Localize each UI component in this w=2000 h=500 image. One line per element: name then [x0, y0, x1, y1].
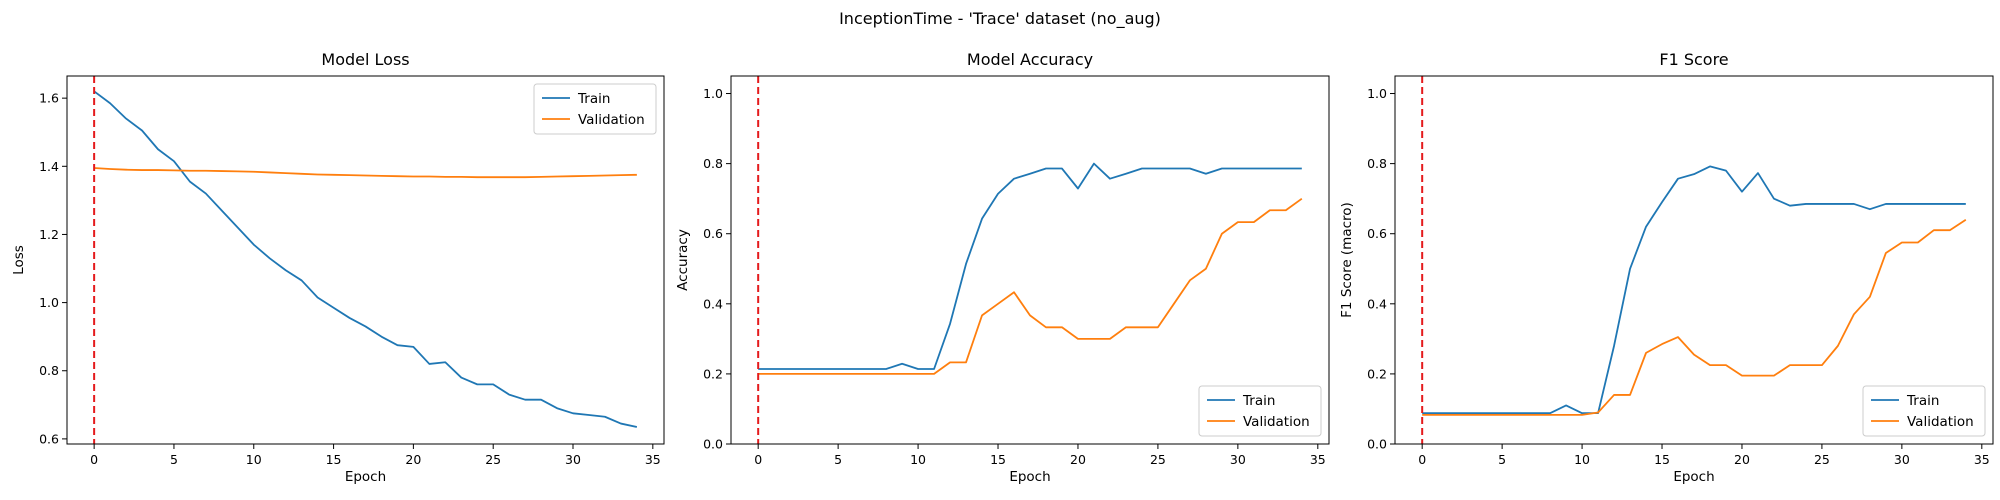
loss-ytick-label: 0.6 — [39, 431, 59, 446]
loss-xtick-label: 30 — [565, 452, 581, 467]
loss-legend-box — [533, 83, 657, 135]
accuracy-train-line — [758, 162, 1302, 370]
loss-legend-validation-label: Validation — [578, 112, 645, 128]
accuracy-xtick-label: 10 — [910, 452, 926, 467]
loss-xtick-label: 0 — [90, 452, 98, 467]
f1-ytick-label: 0.0 — [1367, 437, 1387, 452]
accuracy-xtick-label: 20 — [1070, 452, 1086, 467]
panel-accuracy: Model Accuracy 0 5 10 15 20 25 30 35 0.0 0.2 0.4 0.6… — [675, 50, 1330, 485]
accuracy-legend-validation-label: Validation — [1243, 414, 1310, 430]
accuracy-title: Model Accuracy — [967, 50, 1093, 69]
loss-xlabel: Epoch — [345, 469, 386, 485]
f1-xlabel: Epoch — [1673, 469, 1714, 485]
f1-ylabel: F1 Score (macro) — [1339, 202, 1355, 318]
f1-legend-box — [1862, 385, 1986, 437]
loss-validation-line — [94, 167, 637, 179]
loss-xtick-label: 20 — [405, 452, 421, 467]
accuracy-axes-frame — [730, 75, 1330, 445]
accuracy-legend-box — [1198, 385, 1322, 437]
panel-loss: Model Loss 0 5 10 15 20 25 30 35 0.6 0.8 1.0 1.2 1.4 1… — [11, 50, 665, 485]
loss-xtick-label: 35 — [645, 452, 661, 467]
accuracy-ylabel: Accuracy — [675, 229, 691, 291]
f1-ytick-label: 0.8 — [1367, 156, 1387, 171]
figure-suptitle: InceptionTime - 'Trace' dataset (no_aug) — [839, 9, 1161, 29]
f1-ytick-label: 0.6 — [1367, 226, 1387, 241]
accuracy-xtick-label: 30 — [1230, 452, 1246, 467]
accuracy-ytick-label: 0.6 — [703, 226, 723, 241]
f1-xtick-label: 35 — [1974, 452, 1990, 467]
f1-plot-area — [1395, 76, 1993, 444]
f1-legend-train-label: Train — [1906, 393, 1939, 409]
loss-xtick-label: 10 — [246, 452, 262, 467]
accuracy-legend: Train Validation — [1198, 385, 1322, 437]
loss-ytick-label: 0.8 — [39, 363, 59, 378]
loss-xtick-label: 5 — [170, 452, 178, 467]
accuracy-xtick-label: 0 — [754, 452, 762, 467]
loss-ytick-label: 1.0 — [39, 295, 59, 310]
panel-f1: F1 Score 0 5 10 15 20 25 30 35 0.0 0.2 0.4 0.6 0.8 1.0… — [1339, 50, 1994, 485]
f1-ytick-label: 1.0 — [1367, 86, 1387, 101]
accuracy-xtick-label: 35 — [1310, 452, 1326, 467]
accuracy-xtick-label: 15 — [990, 452, 1006, 467]
accuracy-legend-train-label: Train — [1242, 393, 1275, 409]
f1-xtick-label: 5 — [1498, 452, 1506, 467]
f1-axes-frame — [1394, 75, 1994, 445]
loss-title: Model Loss — [321, 50, 409, 69]
f1-title: F1 Score — [1659, 50, 1728, 69]
f1-validation-line — [1422, 218, 1967, 416]
f1-xtick-label: 0 — [1418, 452, 1426, 467]
loss-xtick-label: 15 — [326, 452, 342, 467]
f1-xtick-label: 15 — [1654, 452, 1670, 467]
accuracy-ytick-label: 0.0 — [703, 437, 723, 452]
f1-xtick-label: 25 — [1814, 452, 1830, 467]
f1-xtick-label: 10 — [1574, 452, 1590, 467]
accuracy-plot-area — [731, 76, 1329, 444]
loss-legend-train-label: Train — [577, 91, 610, 107]
f1-legend: Train Validation — [1862, 385, 1986, 437]
f1-train-line — [1422, 165, 1966, 415]
loss-ytick-label: 1.6 — [39, 91, 59, 106]
f1-ytick-label: 0.4 — [1367, 296, 1387, 311]
accuracy-ytick-label: 0.4 — [703, 296, 723, 311]
accuracy-xtick-label: 5 — [834, 452, 842, 467]
accuracy-xlabel: Epoch — [1009, 469, 1050, 485]
accuracy-ytick-label: 0.2 — [703, 366, 723, 381]
loss-train-line — [93, 90, 638, 428]
loss-plot-area — [67, 76, 664, 444]
f1-legend-validation-label: Validation — [1907, 414, 1974, 430]
f1-xtick-label: 20 — [1734, 452, 1750, 467]
loss-ylabel: Loss — [11, 245, 27, 275]
loss-xtick-label: 25 — [485, 452, 501, 467]
accuracy-validation-line — [758, 197, 1303, 375]
accuracy-xtick-label: 25 — [1150, 452, 1166, 467]
accuracy-ytick-label: 0.8 — [703, 156, 723, 171]
f1-xtick-label: 30 — [1894, 452, 1910, 467]
f1-ytick-label: 0.2 — [1367, 366, 1387, 381]
accuracy-ytick-label: 1.0 — [703, 86, 723, 101]
loss-legend: Train Validation — [533, 83, 657, 135]
loss-axes-frame — [66, 75, 665, 445]
loss-ytick-label: 1.2 — [39, 227, 59, 242]
loss-ytick-label: 1.4 — [39, 159, 59, 174]
